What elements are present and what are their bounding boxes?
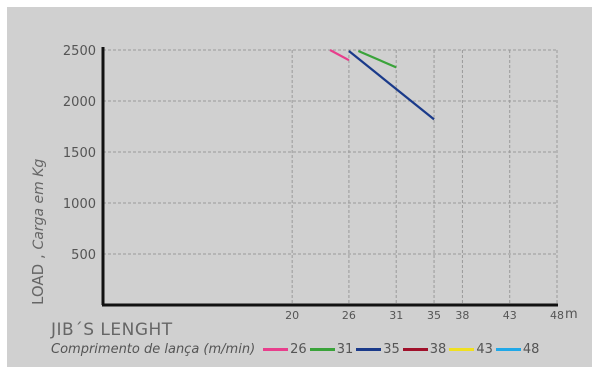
legend-swatch-31 (309, 348, 335, 351)
y-axis-separator: , (29, 250, 47, 264)
series-line-35 (348, 50, 435, 121)
y-axis-subtitle: Carga em Kg (31, 159, 47, 250)
legend-label-35: 35 (383, 342, 400, 357)
tick-layer: 500 1000 1500 2000 2500 20 26 31 35 38 43 48 (63, 44, 564, 322)
axis-layer (101, 47, 558, 307)
y-tick-2500: 2500 (63, 44, 96, 59)
x-unit-label: m (565, 307, 578, 322)
y-tick-1000: 1000 (63, 197, 96, 212)
y-tick-1500: 1500 (63, 146, 96, 161)
legend-swatch-48 (495, 348, 521, 351)
series-line-26 (329, 49, 350, 62)
legend-label-48: 48 (522, 342, 540, 357)
y-axis-title: LOAD (29, 264, 47, 305)
x-tick-31: 31 (389, 309, 403, 322)
legend-item-38: 38 (402, 342, 447, 357)
x-tick-38: 38 (455, 309, 469, 322)
legend-label-38: 38 (429, 342, 447, 357)
x-axis-subtitle: Comprimento de lança (m/min) (51, 342, 256, 357)
x-tick-20: 20 (285, 309, 299, 322)
y-tick-2000: 2000 (63, 95, 96, 110)
legend-item-26: 26 (263, 342, 307, 357)
x-tick-35: 35 (427, 309, 441, 322)
x-axis-label: JIB´S LENGHT (51, 320, 173, 340)
legend-label-26: 26 (290, 342, 307, 357)
series-line-31 (357, 50, 397, 69)
legend-swatch-38 (402, 348, 428, 351)
legend: Comprimento de lança (m/min) 26 31 35 38 43 4… (51, 342, 542, 357)
legend-label-43: 43 (476, 342, 493, 357)
legend-item-48: 48 (495, 342, 540, 357)
legend-swatch-35 (356, 348, 382, 351)
legend-swatch-26 (263, 348, 289, 351)
series-layer (329, 49, 435, 121)
grid-layer (103, 49, 558, 305)
legend-swatch-43 (449, 348, 475, 351)
legend-label-31: 31 (336, 342, 354, 357)
x-tick-26: 26 (342, 309, 356, 322)
legend-item-31: 31 (309, 342, 354, 357)
y-axis-label: LOAD , Carga em Kg (29, 159, 47, 305)
x-tick-43: 43 (503, 309, 517, 322)
legend-items: 26 31 35 38 43 48 (263, 342, 542, 357)
x-tick-48: 48 (550, 309, 564, 322)
y-tick-500: 500 (71, 248, 96, 263)
legend-item-35: 35 (356, 342, 400, 357)
legend-item-43: 43 (449, 342, 493, 357)
